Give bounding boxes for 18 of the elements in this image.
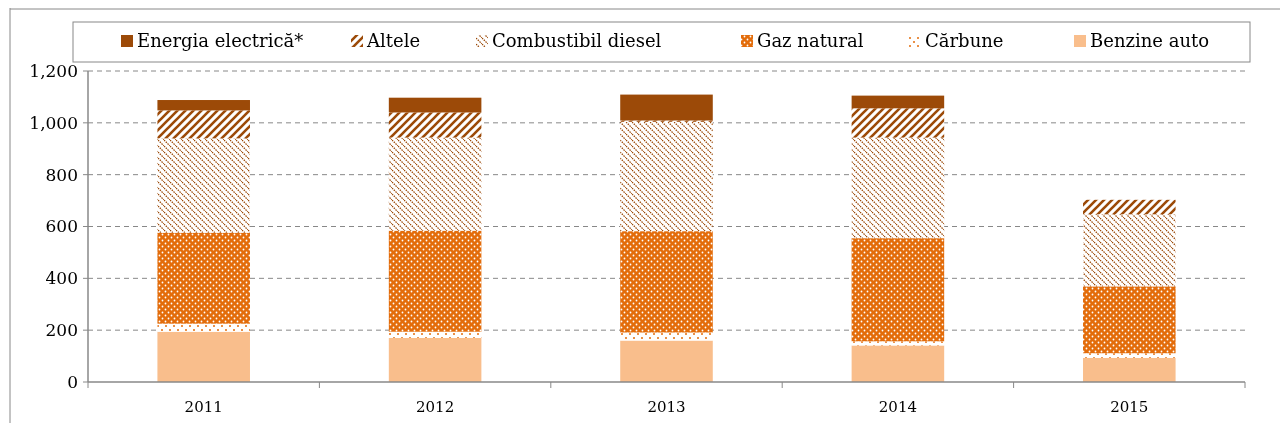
x-tick-label: 2011 <box>184 398 223 416</box>
y-tick-label: 1,200 <box>29 60 78 81</box>
y-tick-label: 800 <box>45 164 78 185</box>
x-tick-label: 2012 <box>416 398 455 416</box>
x-tick-label: 2014 <box>878 398 917 416</box>
x-tick-label: 2015 <box>1110 398 1149 416</box>
y-tick-label: 1,000 <box>29 112 78 133</box>
legend-label: Gaz natural <box>757 30 864 52</box>
legend-label: Energia electrică* <box>137 30 304 52</box>
legend-label: Benzine auto <box>1090 30 1210 52</box>
y-tick-label: 600 <box>45 216 78 237</box>
y-tick-label: 0 <box>67 371 78 392</box>
y-tick-label: 200 <box>45 320 78 341</box>
x-tick-label: 2013 <box>647 398 686 416</box>
y-tick-label: 400 <box>45 268 78 289</box>
legend-label: Cărbune <box>925 30 1004 52</box>
legend-label: Altele <box>366 30 421 52</box>
legend-label: Combustibil diesel <box>492 30 662 52</box>
